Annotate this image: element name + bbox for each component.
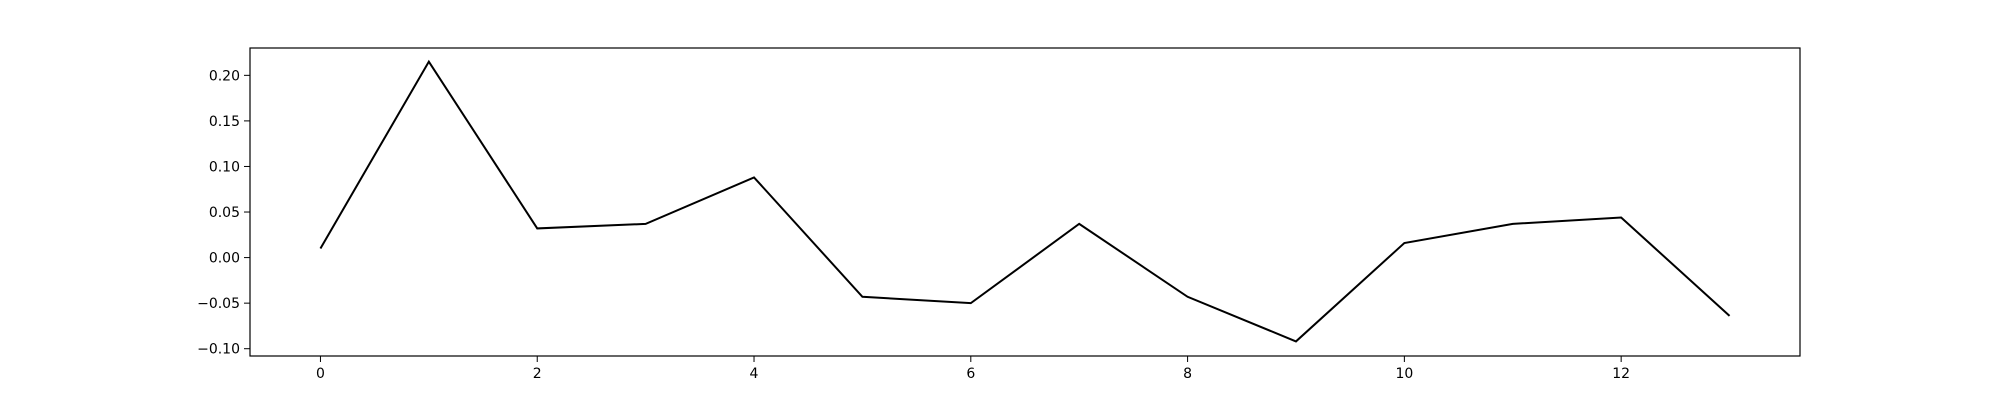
x-tick-label: 12 — [1612, 366, 1630, 382]
y-tick-label: −0.10 — [197, 342, 240, 358]
y-axis: −0.10 −0.05 0.00 0.05 0.10 0.15 0.20 — [197, 68, 250, 358]
y-tick-label: 0.15 — [209, 114, 240, 130]
series-line — [319, 59, 1731, 343]
plot-series — [319, 59, 1731, 343]
y-tick-label: 0.10 — [209, 159, 240, 175]
x-tick-label: 6 — [966, 366, 975, 382]
x-tick-label: 4 — [750, 366, 759, 382]
plot-frame — [249, 47, 1801, 357]
x-tick-label: 10 — [1395, 366, 1413, 382]
x-tick-label: 0 — [316, 366, 325, 382]
x-tick-label: 2 — [533, 366, 542, 382]
x-tick-label: 8 — [1183, 366, 1192, 382]
x-axis: 0 2 4 6 8 10 12 — [316, 356, 1630, 382]
y-tick-label: −0.05 — [197, 296, 240, 312]
y-tick-label: 0.20 — [209, 68, 240, 84]
y-tick-label: 0.05 — [209, 205, 240, 221]
y-tick-label: 0.00 — [209, 251, 240, 267]
